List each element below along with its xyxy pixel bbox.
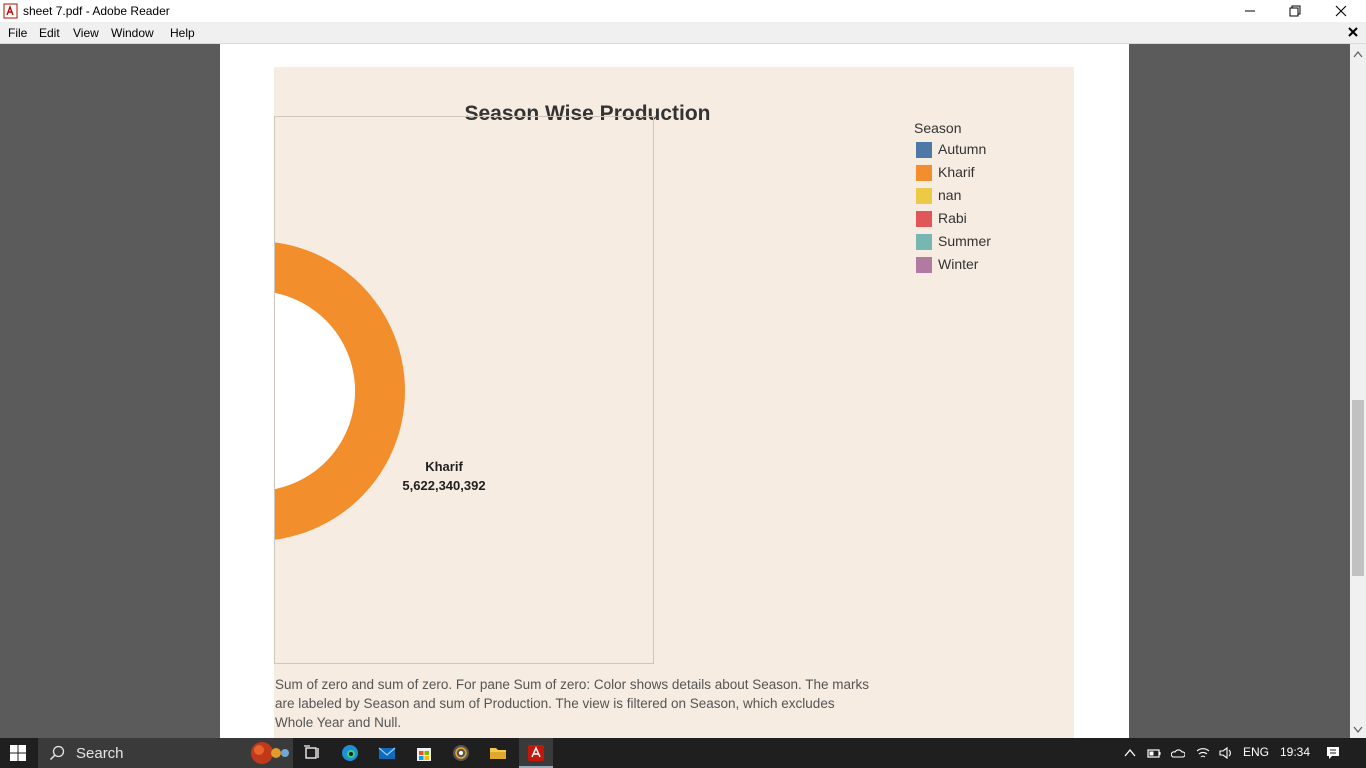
title-bar: sheet 7.pdf - Adobe Reader — [0, 0, 1366, 22]
media-player-icon[interactable] — [451, 743, 471, 763]
legend-title: Season — [914, 120, 962, 136]
legend-swatch — [916, 142, 932, 158]
adobe-reader-taskbar-icon — [528, 745, 544, 761]
minimize-icon[interactable] — [1227, 0, 1273, 22]
scrollbar-thumb[interactable] — [1352, 400, 1364, 576]
taskbar-active-app[interactable] — [519, 738, 553, 768]
windows-start-icon[interactable] — [10, 745, 26, 761]
legend-label: Autumn — [938, 141, 987, 157]
legend-swatch — [916, 188, 932, 204]
slice-label-value: 5,622,340,392 — [402, 478, 486, 493]
legend-label: Summer — [938, 233, 991, 249]
taskbar: Search — [0, 738, 1366, 768]
edge-browser-icon[interactable] — [340, 743, 360, 763]
clock[interactable]: 19:34 — [1280, 745, 1311, 759]
vertical-scrollbar[interactable] — [1350, 44, 1366, 738]
mail-icon[interactable] — [377, 743, 397, 763]
search-placeholder: Search — [76, 745, 124, 762]
legend-label: Winter — [938, 256, 979, 272]
chart-plot-area — [274, 116, 654, 664]
restore-icon[interactable] — [1272, 0, 1318, 22]
legend-swatch — [916, 257, 932, 273]
legend-swatch — [916, 234, 932, 250]
task-view-icon[interactable] — [302, 743, 322, 763]
dashboard-panel: Season Wise Production Kharif 5,622,340,… — [274, 67, 1074, 738]
chart-title: Season Wise Production — [464, 102, 711, 125]
onedrive-icon[interactable] — [1171, 746, 1185, 760]
scroll-down-icon[interactable] — [1353, 726, 1363, 734]
wifi-icon[interactable] — [1196, 746, 1210, 760]
menu-help[interactable]: Help — [170, 26, 195, 40]
scroll-up-icon[interactable] — [1353, 50, 1363, 58]
menu-file[interactable]: File — [8, 26, 28, 40]
legend-swatch — [916, 165, 932, 181]
slice-data-label: Kharif 5,622,340,392 — [384, 457, 504, 495]
search-icon — [49, 745, 65, 761]
donut-hole — [275, 293, 355, 489]
pdf-page: Season Wise Production Kharif 5,622,340,… — [220, 44, 1129, 738]
legend-label: Kharif — [938, 164, 975, 180]
battery-icon[interactable] — [1147, 746, 1161, 760]
notifications-icon[interactable] — [1326, 746, 1340, 760]
window-title: sheet 7.pdf - Adobe Reader — [23, 4, 170, 18]
legend-label: nan — [938, 187, 962, 203]
volume-icon[interactable] — [1219, 746, 1233, 760]
file-explorer-icon[interactable] — [488, 743, 508, 763]
donut-slice-kharif[interactable] — [275, 241, 405, 541]
microsoft-store-icon[interactable] — [414, 743, 434, 763]
adobe-reader-icon — [3, 3, 18, 19]
legend-swatch — [916, 211, 932, 227]
menu-view[interactable]: View — [73, 26, 99, 40]
chart-caption: Sum of zero and sum of zero. For pane Su… — [275, 677, 870, 730]
search-highlight-icon — [251, 742, 289, 764]
close-icon[interactable] — [1318, 0, 1364, 22]
menu-bar: File Edit View Window Help — [0, 22, 1366, 44]
document-viewport[interactable]: Season Wise Production Kharif 5,622,340,… — [0, 44, 1350, 738]
chevron-up-icon[interactable] — [1123, 746, 1137, 760]
close-document-icon[interactable] — [1346, 25, 1360, 39]
taskbar-search-box[interactable]: Search — [38, 738, 293, 768]
language-indicator[interactable]: ENG — [1243, 745, 1270, 759]
menu-window[interactable]: Window — [111, 26, 154, 40]
donut-chart — [275, 241, 405, 541]
menu-edit[interactable]: Edit — [39, 26, 60, 40]
slice-label-name: Kharif — [425, 459, 463, 474]
legend-label: Rabi — [938, 210, 967, 226]
